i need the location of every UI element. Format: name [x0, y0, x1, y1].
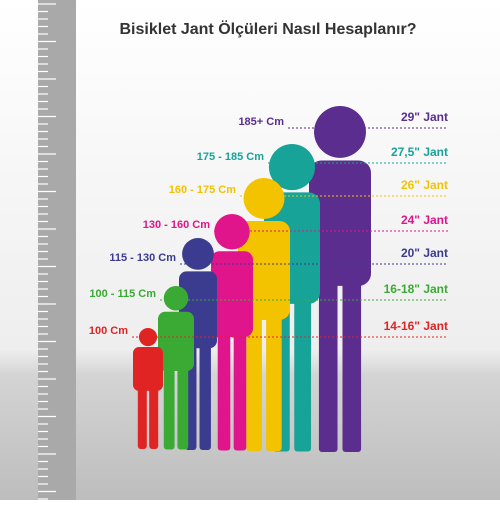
- height-range: 130 - 160 Cm: [143, 219, 210, 231]
- figure-leg: [217, 332, 231, 451]
- figure-leg: [318, 281, 338, 452]
- height-range: 100 Cm: [89, 325, 128, 337]
- figure-head: [243, 178, 285, 219]
- figure-head: [182, 238, 214, 270]
- ruler: [38, 0, 76, 500]
- wheel-size: 26" Jant: [401, 178, 448, 192]
- figure-head: [163, 286, 189, 311]
- figure-head: [214, 214, 250, 250]
- height-range: 100 - 115 Cm: [89, 288, 156, 300]
- wheel-size: 29" Jant: [401, 110, 448, 124]
- figure-leg: [149, 386, 159, 449]
- figure-body: [309, 160, 371, 286]
- figure-leg: [137, 386, 147, 449]
- wheel-size: 16-18" Jant: [384, 282, 448, 296]
- figure-head: [268, 144, 316, 191]
- wheel-size: 14-16" Jant: [384, 319, 448, 333]
- height-range: 175 - 185 Cm: [197, 151, 264, 163]
- figure-leg: [233, 332, 247, 451]
- figure-body: [211, 251, 253, 337]
- figure-leg: [246, 315, 262, 451]
- figures: [133, 106, 371, 452]
- wheel-size: 27,5" Jant: [391, 145, 448, 159]
- figure-leg: [199, 344, 211, 450]
- labels: 185+ Cm 29" Jant 175 - 185 Cm 27,5" Jant 160…: [89, 110, 448, 338]
- height-range: 185+ Cm: [238, 116, 284, 128]
- height-range: 160 - 175 Cm: [169, 184, 236, 196]
- wheel-size: 20" Jant: [401, 246, 448, 260]
- figure-leg: [342, 281, 362, 452]
- figure-leg: [266, 315, 282, 451]
- figure-body: [158, 311, 194, 372]
- height-range: 115 - 130 Cm: [109, 252, 176, 264]
- figure-leg: [177, 367, 189, 450]
- ruler-ticks: [38, 3, 56, 500]
- wheel-size: 24" Jant: [401, 213, 448, 227]
- figure-head: [314, 106, 366, 158]
- figure-leg: [163, 367, 175, 450]
- figure-body: [133, 347, 163, 391]
- title: Bisiklet Jant Ölçüleri Nasıl Hesaplanır?: [120, 19, 417, 38]
- figure-leg: [294, 299, 312, 452]
